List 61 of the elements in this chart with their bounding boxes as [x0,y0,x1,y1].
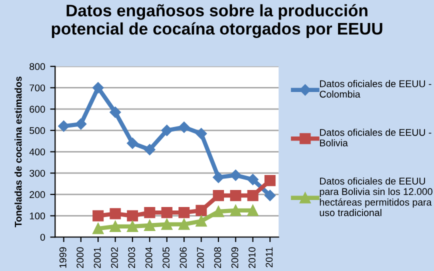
x-tick-label: 2001 [94,247,101,268]
point [230,190,242,202]
point [178,207,190,218]
x-tick-label: 2006 [180,247,187,268]
point [58,120,70,132]
y-tick-label: 800 [30,63,46,70]
y-tick-label: 600 [30,106,46,113]
point [126,210,138,222]
x-tick-label: 2000 [76,247,84,268]
x-tick-label: 2003 [128,247,136,268]
point [196,204,207,216]
point [161,124,172,136]
y-tick-label: 400 [29,148,46,156]
y-tick-label: 0 [40,234,46,241]
point [230,204,242,216]
point [126,220,138,232]
x-tick-label: 2005 [162,247,170,268]
x-tick-label: 2010 [248,247,256,268]
point [161,207,172,218]
legend-label: Datos oficiales de EEUU para Bolivia sin los 12.000 hectáreas permitidos para uso tradicional [320,177,432,216]
point [110,106,121,118]
point [110,220,121,232]
point [144,207,156,218]
legend-label: Datos oficiales de EEUU - Bolivia [320,128,432,146]
point [212,206,224,218]
x-tick-label: 2008 [214,247,222,268]
point [178,122,190,133]
point [212,190,224,202]
chart-title: Datos engañosos sobre la producción potencial de cocaína otorgados por EEUU [52,4,382,38]
y-axis-title: Toneladas de cocaina estimados [14,76,22,228]
legend-label: Datos oficiales de EEUU - Colombia [320,80,432,98]
x-tick-label: 2002 [111,247,118,268]
point [196,128,207,140]
y-tick-label: 100 [30,212,46,220]
point [212,172,224,183]
point [196,216,207,227]
y-tick-label: 500 [30,127,46,134]
y-tick-label: 200 [30,191,46,198]
point [264,190,276,202]
x-tick-label: 2009 [231,247,238,268]
y-tick-label: 300 [30,170,46,177]
x-tick-label: 2004 [145,247,152,268]
point [247,174,258,186]
point [178,218,190,230]
x-tick-label: 2007 [196,247,204,268]
point [75,118,87,130]
point [92,210,104,222]
point [247,204,258,216]
point [92,82,104,94]
x-tick-label: 1999 [59,247,66,268]
point [92,223,104,234]
point [126,138,138,149]
x-tick-label: 2011 [266,247,273,268]
y-tick-label: 700 [30,84,46,92]
point [230,170,242,181]
point [161,218,172,230]
point [144,220,156,231]
point [264,175,276,186]
point [144,144,156,156]
point [247,190,258,202]
point [110,208,121,220]
